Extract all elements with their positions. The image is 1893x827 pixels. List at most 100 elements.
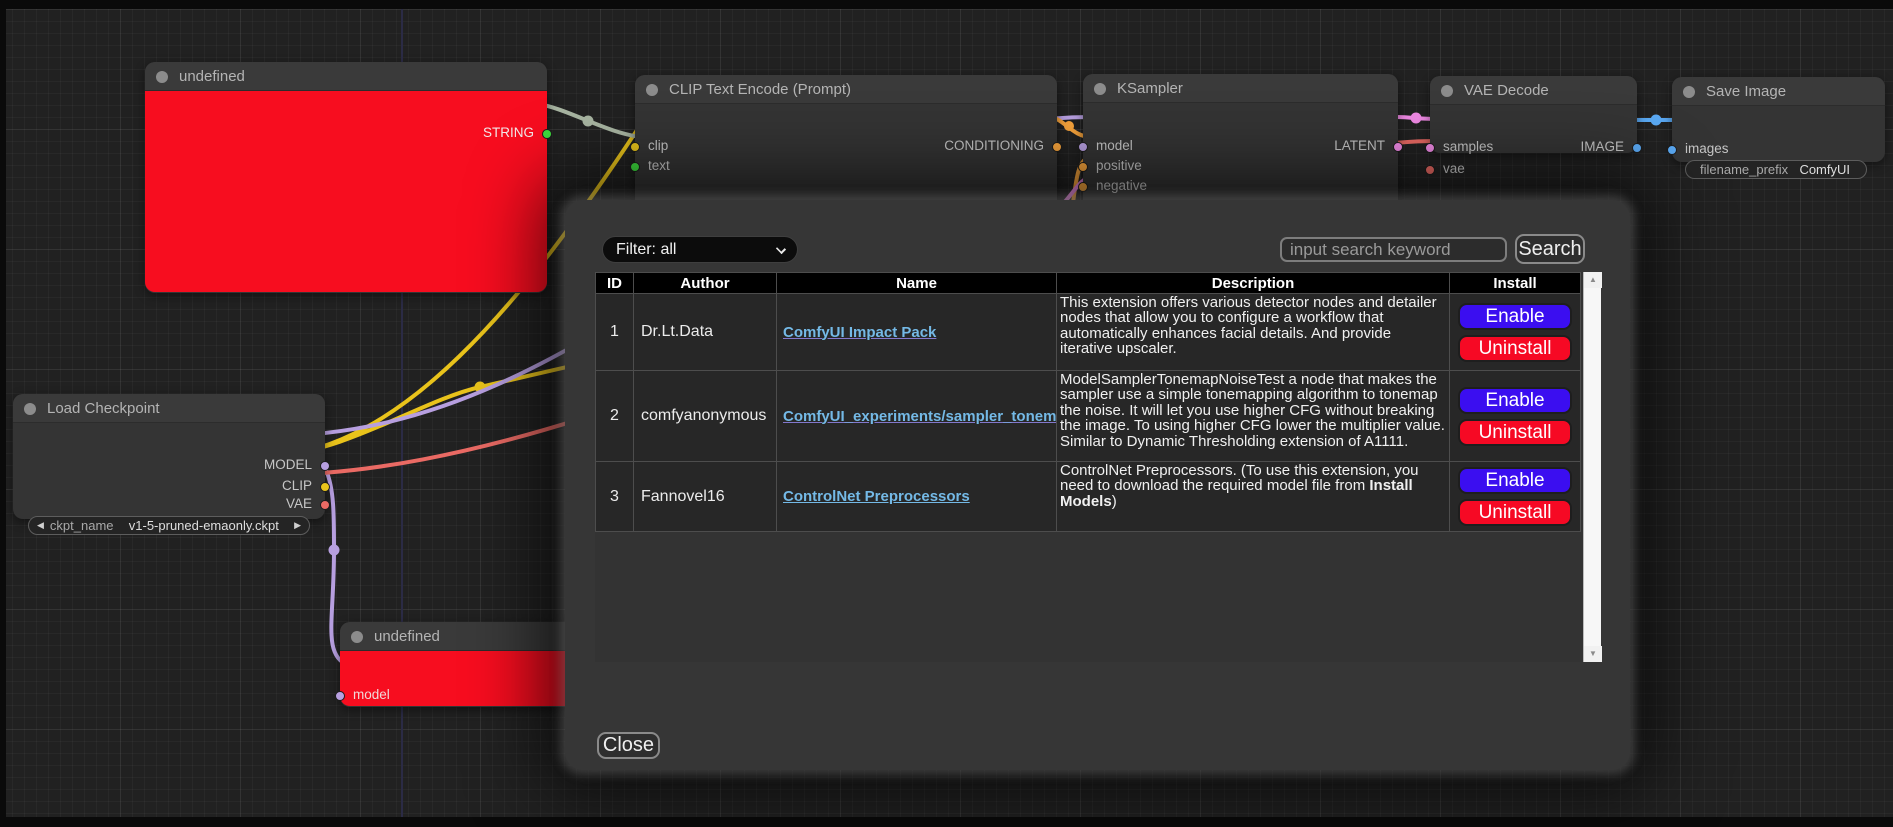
node-title-bar: undefined bbox=[145, 62, 547, 91]
wire-dot[interactable] bbox=[1064, 121, 1074, 131]
wire-dot[interactable] bbox=[582, 115, 594, 127]
slot-dot-icon[interactable] bbox=[630, 161, 640, 172]
extension-table: ID Author Name Description Install 1 Dr.… bbox=[595, 272, 1581, 532]
ckpt-name-widget[interactable]: ◀ ckpt_name v1-5-pruned-emaonly.ckpt ▶ bbox=[28, 516, 310, 535]
input-slot-vae[interactable]: vae bbox=[1425, 161, 1637, 177]
slot-label: samples bbox=[1443, 139, 1494, 154]
slot-dot-icon[interactable] bbox=[1667, 144, 1677, 155]
node-save-image[interactable]: Save Image images filename_prefix ComfyU… bbox=[1667, 77, 1885, 179]
wire-dot[interactable] bbox=[1410, 112, 1422, 124]
node-ksampler[interactable]: KSampler model positive negative latent bbox=[1078, 74, 1403, 237]
wire-dot[interactable] bbox=[474, 381, 486, 393]
wire-dot[interactable] bbox=[1650, 114, 1662, 126]
output-slot-model[interactable]: MODEL bbox=[13, 457, 330, 473]
cell-id: 2 bbox=[595, 370, 634, 462]
filename-prefix-widget[interactable]: filename_prefix ComfyUI bbox=[1685, 160, 1867, 179]
uninstall-button[interactable]: Uninstall bbox=[1458, 499, 1572, 526]
slot-dot-icon[interactable] bbox=[1393, 141, 1403, 152]
node-vae-decode[interactable]: VAE Decode samples vae IMAGE bbox=[1425, 76, 1642, 176]
slot-dot-icon[interactable] bbox=[1078, 161, 1088, 172]
widget-label: filename_prefix bbox=[1700, 162, 1789, 177]
input-slot-positive[interactable]: positive bbox=[1078, 158, 1398, 174]
output-slot-conditioning[interactable]: CONDITIONING bbox=[635, 138, 1062, 154]
slot-dot-icon[interactable] bbox=[320, 460, 330, 471]
column-header-description: Description bbox=[1056, 272, 1450, 294]
node-body: clip text CONDITIONING bbox=[630, 104, 1062, 274]
output-slot-string[interactable]: STRING bbox=[145, 125, 552, 141]
enable-button[interactable]: Enable bbox=[1458, 386, 1572, 414]
slot-dot-icon[interactable] bbox=[1425, 142, 1435, 153]
slot-dot-icon[interactable] bbox=[320, 499, 330, 510]
search-input[interactable] bbox=[1280, 237, 1507, 262]
scrollbar-up-icon[interactable]: ▲ bbox=[1584, 272, 1602, 288]
slot-dot-icon[interactable] bbox=[1078, 181, 1088, 192]
slot-label: CONDITIONING bbox=[944, 138, 1044, 153]
input-slot-images[interactable]: images bbox=[1667, 141, 1885, 157]
slot-dot-icon[interactable] bbox=[1632, 142, 1642, 153]
uninstall-button[interactable]: Uninstall bbox=[1458, 334, 1572, 362]
input-slot-clip[interactable]: clip bbox=[630, 138, 1057, 154]
collapse-dot-icon[interactable] bbox=[1441, 85, 1453, 97]
cell-author: comfyanonymous bbox=[633, 370, 777, 462]
extension-link[interactable]: ComfyUI_experiments/sampler_tonemap bbox=[783, 407, 1057, 425]
input-slot-model[interactable]: model bbox=[335, 687, 602, 703]
column-header-id: ID bbox=[595, 272, 634, 294]
search-button[interactable]: Search bbox=[1515, 234, 1585, 264]
slot-dot-icon[interactable] bbox=[335, 690, 345, 701]
chevron-down-icon bbox=[775, 243, 787, 255]
slot-dot-icon[interactable] bbox=[542, 128, 552, 139]
node-title: undefined bbox=[374, 628, 440, 645]
node-title: undefined bbox=[179, 68, 245, 85]
widget-left-arrow-icon[interactable]: ◀ bbox=[37, 520, 44, 530]
input-slot-negative[interactable]: negative bbox=[1078, 178, 1398, 194]
output-slot-image[interactable]: IMAGE bbox=[1430, 139, 1642, 155]
close-button[interactable]: Close bbox=[597, 732, 660, 759]
node-undefined-2[interactable]: undefined model bbox=[335, 622, 602, 707]
output-slot-vae[interactable]: VAE bbox=[13, 496, 330, 512]
extension-link[interactable]: ComfyUI Impact Pack bbox=[783, 323, 937, 341]
slot-dot-icon[interactable] bbox=[630, 141, 640, 152]
slot-label: negative bbox=[1096, 178, 1148, 193]
table-row: 3 Fannovel16 ControlNet Preprocessors Co… bbox=[595, 461, 1581, 532]
frame-left bbox=[0, 0, 6, 827]
node-load-checkpoint[interactable]: Load Checkpoint MODEL CLIP VAE ◀ ckpt_na bbox=[13, 394, 330, 535]
filter-select[interactable]: Filter: all bbox=[602, 236, 798, 263]
widget-right-arrow-icon[interactable]: ▶ bbox=[294, 520, 301, 530]
node-title-bar: VAE Decode bbox=[1430, 76, 1637, 105]
collapse-dot-icon[interactable] bbox=[24, 403, 36, 415]
enable-button[interactable]: Enable bbox=[1458, 302, 1572, 330]
node-title-bar: undefined bbox=[340, 622, 602, 651]
output-slot-latent[interactable]: LATENT bbox=[1083, 138, 1403, 154]
extension-link[interactable]: ControlNet Preprocessors bbox=[783, 488, 970, 505]
widget-value: v1-5-pruned-emaonly.ckpt bbox=[128, 518, 279, 533]
uninstall-button[interactable]: Uninstall bbox=[1458, 418, 1572, 446]
vertical-scrollbar[interactable]: ▲ ▼ bbox=[1583, 272, 1602, 662]
node-title: KSampler bbox=[1117, 80, 1183, 97]
slot-dot-icon[interactable] bbox=[320, 481, 330, 492]
node-undefined-1[interactable]: undefined STRING bbox=[145, 62, 552, 293]
enable-button[interactable]: Enable bbox=[1458, 467, 1572, 494]
scrollbar-down-icon[interactable]: ▼ bbox=[1584, 646, 1602, 662]
slot-dot-icon[interactable] bbox=[1425, 164, 1435, 175]
slot-label: STRING bbox=[482, 125, 534, 140]
node-title: CLIP Text Encode (Prompt) bbox=[669, 81, 852, 98]
slot-dot-icon[interactable] bbox=[1052, 141, 1062, 152]
collapse-dot-icon[interactable] bbox=[156, 71, 168, 83]
collapse-dot-icon[interactable] bbox=[646, 84, 658, 96]
collapse-dot-icon[interactable] bbox=[1094, 83, 1106, 95]
column-header-author: Author bbox=[633, 272, 777, 294]
input-slot-model[interactable]: model bbox=[1078, 138, 1398, 154]
slot-dot-icon[interactable] bbox=[1078, 141, 1088, 152]
node-title: VAE Decode bbox=[1464, 82, 1549, 99]
output-slot-clip[interactable]: CLIP bbox=[13, 478, 330, 494]
input-slot-text[interactable]: text bbox=[630, 158, 1057, 174]
frame-bottom bbox=[0, 817, 1893, 827]
collapse-dot-icon[interactable] bbox=[351, 631, 363, 643]
node-title-bar: Save Image bbox=[1672, 77, 1885, 106]
input-slot-samples[interactable]: samples bbox=[1425, 139, 1637, 155]
table-row: 2 comfyanonymous ComfyUI_experiments/sam… bbox=[595, 370, 1581, 462]
collapse-dot-icon[interactable] bbox=[1683, 86, 1695, 98]
wire-dot[interactable] bbox=[328, 544, 340, 556]
description-text: ControlNet Preprocessors. (To use this e… bbox=[1060, 462, 1419, 495]
